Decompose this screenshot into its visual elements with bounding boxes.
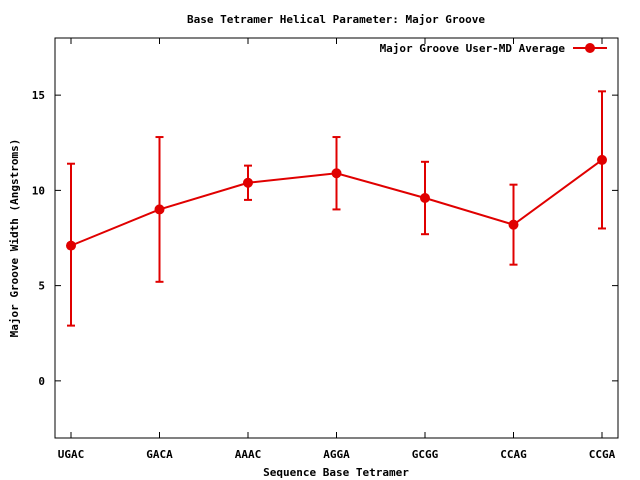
y-tick-label: 0 — [38, 375, 45, 388]
x-tick-label: CCGA — [589, 448, 616, 461]
error-bars — [67, 90, 606, 327]
legend-label: Major Groove User-MD Average — [380, 42, 566, 55]
y-axis-label: Major Groove Width (Angstroms) — [8, 139, 21, 338]
x-tick-label: AGGA — [323, 448, 350, 461]
x-tick-label: GCGG — [412, 448, 439, 461]
y-tick-label: 10 — [32, 184, 45, 197]
legend: Major Groove User-MD Average — [380, 42, 607, 55]
x-axis: UGAC GACA AAAC AGGA GCGG CCAG CCGA — [58, 38, 616, 461]
y-tick-label: 5 — [38, 280, 45, 293]
data-point — [154, 204, 165, 215]
x-tick-label: AAAC — [235, 448, 262, 461]
data-point — [243, 177, 253, 188]
data-point — [597, 154, 607, 165]
data-point — [420, 193, 430, 203]
chart-title: Base Tetramer Helical Parameter: Major G… — [187, 13, 485, 26]
data-point — [331, 168, 342, 179]
data-points — [66, 154, 607, 251]
x-tick-label: UGAC — [58, 448, 85, 461]
x-axis-label: Sequence Base Tetramer — [263, 466, 409, 479]
data-point — [508, 219, 519, 230]
y-axis: 0 5 10 15 — [32, 89, 618, 388]
x-tick-label: CCAG — [500, 448, 527, 461]
data-point — [66, 240, 76, 251]
y-tick-label: 15 — [32, 89, 45, 102]
legend-marker — [585, 43, 595, 53]
x-tick-label: GACA — [146, 448, 173, 461]
plot-frame — [54, 37, 619, 439]
